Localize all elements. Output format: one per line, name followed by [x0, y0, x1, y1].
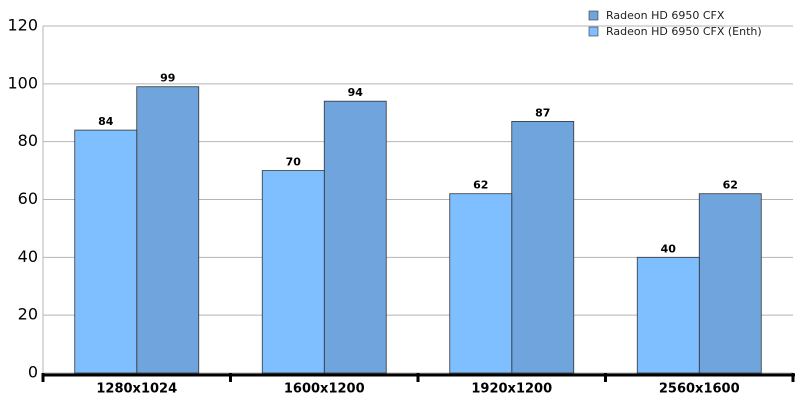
y-tick-label: 40	[18, 247, 38, 266]
value-label: 62	[723, 179, 738, 192]
value-label: 62	[473, 179, 488, 192]
value-label: 94	[348, 86, 364, 99]
y-tick-label: 80	[18, 131, 38, 150]
bar	[261, 170, 325, 374]
bar	[636, 256, 700, 374]
x-tick-label: 1920x1200	[471, 382, 552, 397]
value-label: 84	[98, 115, 114, 128]
bar	[698, 193, 762, 374]
bar	[323, 100, 387, 374]
y-tick-label: 120	[7, 16, 38, 35]
legend-swatch	[588, 10, 599, 21]
y-tick-label: 20	[18, 305, 38, 324]
x-tick-label: 1600x1200	[284, 382, 365, 397]
legend-label: Radeon HD 6950 CFX	[606, 9, 725, 22]
value-label: 70	[286, 156, 302, 169]
bar	[136, 86, 200, 374]
x-tick-label: 2560x1600	[659, 382, 740, 397]
value-label: 99	[160, 72, 175, 85]
x-tick-label: 1280x1024	[96, 382, 177, 397]
y-tick-label: 0	[28, 363, 38, 382]
bar	[74, 129, 138, 374]
legend-label: Radeon HD 6950 CFX (Enth)	[606, 25, 762, 38]
value-label: 87	[535, 106, 550, 119]
y-tick-label: 60	[18, 189, 38, 208]
value-label: 40	[661, 242, 677, 255]
bar	[511, 121, 575, 374]
bar	[449, 193, 513, 374]
y-tick-label: 100	[7, 73, 38, 92]
legend-swatch	[588, 26, 599, 37]
